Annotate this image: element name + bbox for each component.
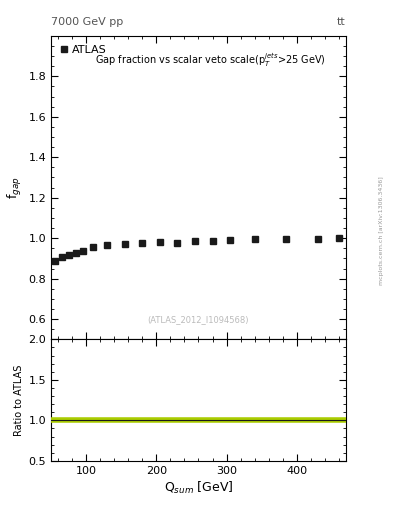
ATLAS: [316, 236, 320, 242]
ATLAS: [73, 250, 78, 256]
Line: ATLAS: ATLAS: [52, 236, 342, 264]
ATLAS: [52, 259, 57, 265]
Text: mcplots.cern.ch [arXiv:1306.3436]: mcplots.cern.ch [arXiv:1306.3436]: [379, 176, 384, 285]
ATLAS: [91, 244, 95, 250]
ATLAS: [123, 241, 127, 247]
ATLAS: [175, 240, 180, 246]
X-axis label: Q$_{sum}$ [GeV]: Q$_{sum}$ [GeV]: [164, 480, 233, 496]
ATLAS: [284, 236, 288, 242]
ATLAS: [228, 237, 232, 243]
ATLAS: [336, 235, 341, 241]
Legend: ATLAS: ATLAS: [57, 41, 110, 58]
ATLAS: [66, 252, 71, 258]
Text: tt: tt: [337, 17, 346, 27]
Text: Gap fraction vs scalar veto scale(p$_{T}^{jets}$>25 GeV): Gap fraction vs scalar veto scale(p$_{T}…: [95, 51, 326, 69]
Y-axis label: Ratio to ATLAS: Ratio to ATLAS: [14, 365, 24, 436]
ATLAS: [105, 242, 110, 248]
ATLAS: [158, 239, 162, 245]
Text: 7000 GeV pp: 7000 GeV pp: [51, 17, 123, 27]
Text: (ATLAS_2012_I1094568): (ATLAS_2012_I1094568): [148, 315, 249, 324]
ATLAS: [59, 254, 64, 260]
Y-axis label: f$_{gap}$: f$_{gap}$: [6, 176, 24, 199]
ATLAS: [210, 238, 215, 244]
ATLAS: [140, 240, 145, 246]
ATLAS: [80, 248, 85, 254]
ATLAS: [193, 238, 197, 244]
ATLAS: [252, 236, 257, 242]
